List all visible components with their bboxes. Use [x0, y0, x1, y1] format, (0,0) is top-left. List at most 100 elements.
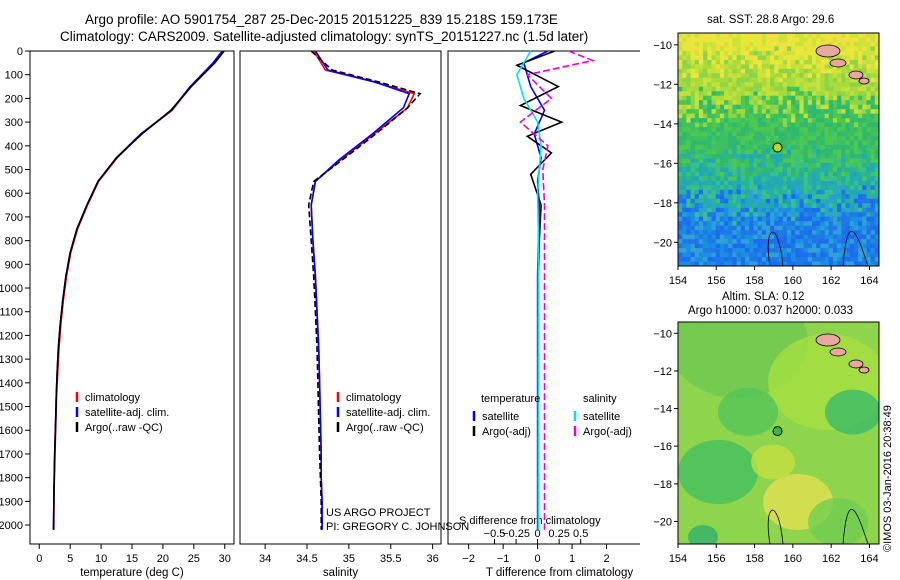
lat-tick-label: −18	[653, 198, 672, 210]
series-satellite-adj-clim	[52, 50, 223, 530]
plot-frame	[447, 50, 640, 545]
land	[848, 359, 864, 369]
x-tick-label: 36	[427, 553, 439, 565]
depth-tick-label: 900	[5, 259, 23, 271]
lon-tick-label: 162	[822, 553, 840, 565]
x-tick-label: 34.5	[296, 553, 317, 565]
x-tick-label: 35	[343, 553, 355, 565]
sla-blob	[678, 440, 758, 504]
lat-tick-label: −12	[653, 366, 672, 378]
lon-tick-label: 154	[669, 553, 687, 565]
x-tick-label: 0	[535, 553, 541, 565]
legend-label: satellite	[583, 411, 620, 423]
lon-tick-label: 164	[860, 553, 878, 565]
maps: 154 156 158 160 162 164 −10 −12 −14 −16 −18 −20 154 1…	[653, 32, 880, 565]
profile-panel-2: 34 34.5 35 35.5 36 salinity climatology satelli…	[239, 50, 469, 579]
x-tick-label: −2	[462, 553, 475, 565]
s-tick-label: 0.25	[548, 528, 569, 540]
profile-panel-1: 0 5 10 15 20 25 30 temperature (deg C) climatolo…	[29, 50, 235, 579]
plot-frame	[29, 50, 235, 545]
depth-tick-label: 100	[5, 70, 23, 82]
depth-tick-label: 1200	[0, 330, 23, 342]
land	[858, 366, 870, 374]
lon-tick-label: 158	[745, 275, 763, 287]
series-climatology	[310, 50, 416, 530]
sla-blob	[688, 525, 718, 544]
legend-label: Argo(-adj)	[583, 426, 632, 438]
land	[829, 58, 847, 68]
land	[858, 77, 870, 85]
map-frame	[677, 32, 880, 267]
x-tick-label: 2	[603, 553, 609, 565]
depth-tick-label: 400	[5, 141, 23, 153]
legend-label: satellite	[482, 411, 519, 423]
legend-label: satellite-adj. clim.	[85, 407, 169, 419]
x-tick-label: 0	[36, 553, 42, 565]
page-title-line1: Argo profile: AO 5901754_287 25-Dec-2015…	[85, 12, 558, 27]
project-label: US ARGO PROJECT	[326, 507, 431, 519]
sla-blob	[751, 444, 795, 480]
depth-tick-label: 1300	[0, 354, 23, 366]
lat-tick-label: −20	[653, 237, 672, 249]
profile-panel-3: −2 −1 0 1 2 −0.5−0.25 0 0.25 0.5S difference fro…	[447, 50, 640, 579]
series-salinity-satellite	[516, 50, 542, 530]
depth-tick-label: 1900	[0, 496, 23, 508]
series-argo-raw-qc	[52, 50, 225, 530]
x-tick-label: 5	[67, 553, 73, 565]
lat-tick-label: −16	[653, 441, 672, 453]
series-argo-raw-qc	[307, 50, 422, 530]
sla-map-title-line2: Argo h1000: 0.037 h2000: 0.033	[688, 305, 853, 317]
depth-tick-label: 0	[17, 46, 23, 58]
legend-label: Argo(..raw -QC)	[85, 422, 163, 434]
x-tick-label: 15	[126, 553, 138, 565]
lon-tick-label: 160	[784, 553, 802, 565]
sla-map-title-line1: Altim. SLA: 0.12	[722, 291, 805, 303]
legend-label: Argo(-adj)	[482, 426, 531, 438]
lon-tick-label: 158	[745, 553, 763, 565]
lon-tick-label: 164	[860, 275, 878, 287]
lat-tick-label: −10	[653, 328, 672, 340]
x-tick-label: 1	[569, 553, 575, 565]
series-salinity-argo-adj	[519, 50, 596, 530]
x-tick-label: 35.5	[380, 553, 401, 565]
depth-tick-label: 200	[5, 93, 23, 105]
depth-tick-label: 1800	[0, 473, 23, 485]
x-tick-label: 34	[259, 553, 271, 565]
plot-frame	[239, 50, 442, 545]
lon-tick-label: 156	[707, 553, 725, 565]
legend-title-salinity: salinity	[583, 393, 617, 405]
x-tick-label: 20	[157, 553, 169, 565]
map-field	[678, 33, 879, 266]
depth-tick-label: 2000	[0, 520, 23, 532]
x-tick-label: 25	[188, 553, 200, 565]
page-title-line2: Climatology: CARS2009. Satellite-adjuste…	[60, 29, 589, 44]
map-frame	[677, 321, 880, 545]
x-tick-label: 10	[95, 553, 107, 565]
depth-tick-label: 1000	[0, 283, 23, 295]
sst-map-title: sat. SST: 28.8 Argo: 29.6	[707, 14, 835, 26]
map-field	[678, 322, 879, 544]
land	[815, 333, 841, 347]
s-tick-label: −0.5	[484, 528, 506, 540]
lon-tick-label: 160	[784, 275, 802, 287]
s-axis-label: S difference from climatology	[459, 515, 601, 527]
sla-map: 154 156 158 160 162 164 −10 −12 −14 −16 −18 −20	[653, 321, 880, 565]
depth-tick-label: 300	[5, 117, 23, 129]
contour	[767, 509, 784, 544]
lat-tick-label: −10	[653, 40, 672, 52]
depth-tick-label: 600	[5, 188, 23, 200]
legend-label: Argo(..raw -QC)	[346, 422, 424, 434]
argo-position-marker	[772, 426, 783, 437]
contour	[767, 231, 784, 266]
series-climatology	[53, 50, 224, 530]
series-satellite-adj-clim	[310, 50, 411, 530]
sst-map: 154 156 158 160 162 164 −10 −12 −14 −16 −18 −20	[653, 32, 880, 287]
lon-tick-label: 154	[669, 275, 687, 287]
x-axis-label: salinity	[323, 567, 358, 579]
depth-tick-label: 1700	[0, 449, 23, 461]
lat-tick-label: −14	[653, 404, 672, 416]
s-tick-label: 0	[535, 528, 541, 540]
land	[815, 44, 841, 58]
x-axis-label: T difference from climatology	[486, 567, 633, 579]
contour	[842, 230, 869, 266]
